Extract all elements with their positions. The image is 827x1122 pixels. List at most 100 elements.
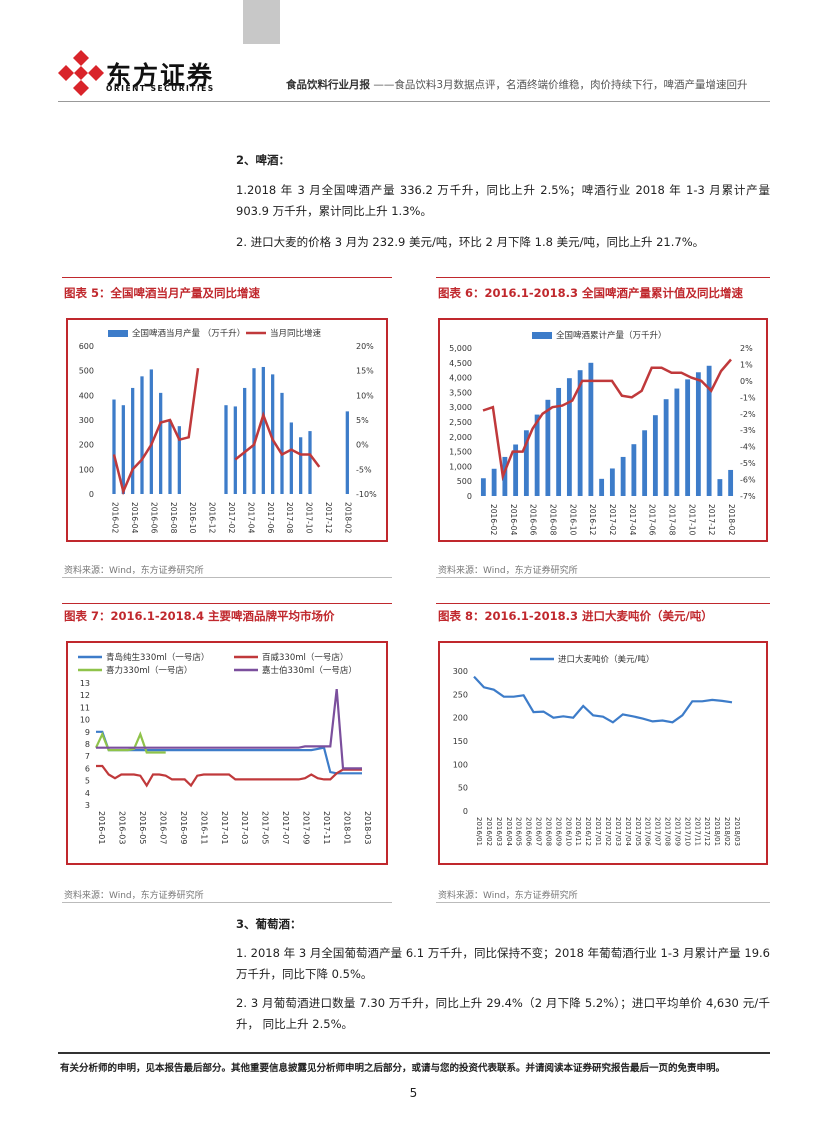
y-left-tick-label: 200 (79, 441, 94, 450)
x-tick-label: 2017/09 (673, 817, 681, 846)
y-right-tick-label: -5% (740, 459, 756, 468)
x-tick-label: 2018-02 (343, 502, 352, 534)
header-divider (58, 101, 770, 102)
bar (112, 399, 116, 494)
x-tick-label: 2017-06 (266, 502, 275, 534)
y-right-tick-label: 0% (740, 377, 753, 386)
x-tick-label: 2016-03 (117, 811, 126, 844)
y-tick-label: 0 (463, 807, 468, 816)
legend-label: 喜力330ml（一号店） (106, 665, 192, 676)
bar (599, 478, 605, 496)
bar (168, 420, 172, 494)
x-tick-label: 2018/01 (713, 817, 721, 846)
chart7-title-rule (62, 603, 392, 604)
y-left-tick-label: 0 (467, 492, 472, 501)
y-left-tick-label: 0 (89, 490, 94, 499)
x-tick-label: 2017-02 (608, 504, 617, 536)
x-tick-label: 2016/04 (505, 817, 513, 847)
y-left-tick-label: 600 (79, 342, 94, 351)
y-left-tick-label: 500 (457, 477, 472, 486)
bar (480, 478, 486, 496)
bar (261, 366, 265, 494)
legend-swatch-bars (532, 332, 552, 339)
y-tick-label: 100 (453, 760, 468, 769)
x-tick-label: 2016-05 (138, 811, 147, 844)
bar (652, 415, 658, 496)
y-right-tick-label: 1% (740, 360, 753, 369)
bar (280, 392, 284, 494)
x-tick-label: 2017-12 (324, 502, 333, 534)
chart7-frame: 3 4 5 6 7 8 9 10 11 12 13 青岛纯生330ml（一号店） 百威330ml（一号店… (66, 641, 388, 865)
x-tick-label: 2016-06 (529, 504, 538, 536)
x-tick-label: 2016-08 (548, 504, 557, 536)
bar (556, 387, 562, 496)
bar (159, 392, 163, 494)
x-tick-label: 2016-12 (588, 504, 597, 536)
bar (252, 368, 256, 494)
chart6-svg: 全国啤酒累计产量（万千升） 0 500 1,000 1,500 2,000 2,500 3,0… (449, 330, 756, 536)
footer-disclaimer: 有关分析师的申明，见本报告最后部分。其他重要信息披露见分析师申明之后部分，或请与… (60, 1063, 726, 1074)
y-right-tick-label: -6% (740, 476, 756, 485)
header-corner-block (243, 0, 280, 44)
x-tick-label: 2018/03 (733, 817, 741, 846)
bar (642, 430, 648, 496)
bar (566, 378, 572, 496)
x-tick-label: 2017-04 (246, 502, 255, 534)
y-tick-label: 150 (453, 737, 468, 746)
y-right-tick-label: 20% (356, 342, 374, 351)
x-tick-label: 2018/02 (723, 817, 731, 846)
x-tick-label: 2017-02 (227, 502, 236, 534)
bar (233, 406, 237, 494)
y-tick-label: 7 (85, 752, 90, 761)
bar (121, 405, 125, 494)
y-left-tick-label: 300 (79, 416, 94, 425)
chart5-title-rule (62, 277, 392, 278)
x-tick-label: 2017-10 (305, 502, 314, 534)
beer-paragraph-2: 2. 进口大麦的价格 3 月为 232.9 美元/吨，环比 2 月下降 1.8 … (236, 235, 705, 249)
y-left-tick-label: 100 (79, 465, 94, 474)
y-tick-label: 9 (85, 728, 90, 737)
bar (706, 365, 712, 496)
wine-paragraph-1: 1. 2018 年 3 月全国葡萄酒产量 6.1 万千升，同比保持不变；2018… (236, 946, 770, 981)
x-tick-label: 2017-07 (281, 811, 290, 844)
x-tick-label: 2017-03 (240, 811, 249, 844)
bar (663, 399, 669, 496)
logo-mark-icon (58, 50, 104, 96)
y-left-tick-label: 5,000 (449, 344, 472, 353)
x-tick-label: 2017-06 (648, 504, 657, 536)
x-tick-label: 2017-04 (628, 504, 637, 536)
bar (140, 376, 144, 494)
x-tick-label: 2017-01 (220, 811, 229, 844)
wine-section-heading: 3、葡萄酒： (236, 917, 302, 931)
chart6-source: 资料来源：Wind，东方证券研究所 (438, 566, 578, 576)
wine-paragraph-2: 2. 3 月葡萄酒进口数量 7.30 万千升，同比上升 29.4%（2 月下降 … (236, 996, 770, 1031)
series-line (473, 675, 733, 724)
x-tick-label: 2016/03 (495, 817, 503, 846)
y-tick-label: 5 (85, 777, 90, 786)
report-header-title: 食品饮料行业月报 ——食品饮料3月数据点评，名酒终端价维稳，肉价持续下行，啤酒产… (286, 78, 770, 93)
y-right-tick-label: -1% (740, 393, 756, 402)
x-tick-label: 2016-04 (130, 502, 139, 534)
beer-section-heading: 2、啤酒： (236, 153, 291, 167)
y-tick-label: 200 (453, 714, 468, 723)
x-tick-label: 2016/10 (564, 817, 572, 846)
bar (271, 374, 275, 494)
x-tick-label: 2016-04 (509, 504, 518, 536)
x-tick-label: 2016/02 (485, 817, 493, 846)
x-tick-label: 2016-10 (568, 504, 577, 536)
report-subtitle: ——食品饮料3月数据点评，名酒终端价维稳，肉价持续下行，啤酒产量增速回升 (373, 79, 748, 91)
y-left-tick-label: 1,000 (449, 462, 472, 471)
y-right-tick-label: 5% (356, 416, 369, 425)
y-tick-label: 6 (85, 764, 90, 773)
bar (717, 479, 723, 496)
bar (728, 469, 734, 496)
bar (674, 388, 680, 496)
y-tick-label: 250 (453, 690, 468, 699)
x-tick-label: 2017-08 (285, 502, 294, 534)
y-left-tick-label: 500 (79, 367, 94, 376)
bar (609, 468, 615, 496)
legend-label: 百威330ml（一号店） (262, 652, 348, 663)
x-tick-label: 2018-03 (363, 811, 372, 844)
x-tick-label: 2016/07 (535, 817, 543, 846)
bar (523, 430, 529, 496)
